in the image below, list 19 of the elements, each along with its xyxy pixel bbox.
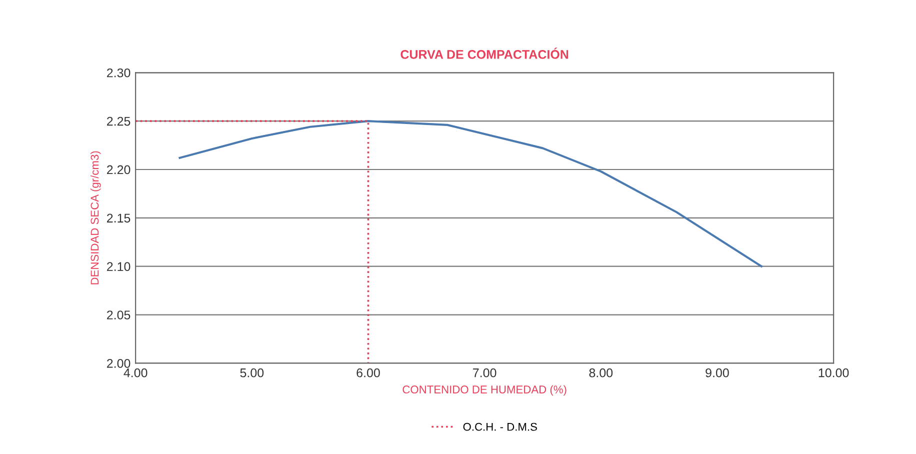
x-tick-label: 7.00 bbox=[473, 368, 496, 378]
chart-title: CURVA DE COMPACTACIÓN bbox=[400, 48, 568, 59]
y-tick-label: 2.05 bbox=[107, 310, 130, 320]
y-tick-label: 2.15 bbox=[107, 214, 130, 223]
x-tick-label: 8.00 bbox=[589, 368, 613, 378]
x-tick-label: 4.00 bbox=[124, 368, 148, 378]
y-tick-label: 2.00 bbox=[107, 359, 130, 368]
y-tick-label: 2.20 bbox=[107, 165, 130, 174]
legend-label: O.C.H. - D.M.S bbox=[463, 422, 537, 431]
x-tick-label: 6.00 bbox=[356, 368, 380, 378]
x-axis-title: CONTENIDO DE HUMEDAD (%) bbox=[402, 385, 566, 396]
y-axis-title: DENSIDAD SECA (gr/cm3) bbox=[90, 151, 101, 284]
y-tick-label: 2.30 bbox=[107, 68, 130, 78]
x-tick-label: 10.00 bbox=[818, 368, 849, 378]
y-tick-label: 2.25 bbox=[107, 116, 130, 126]
x-tick-label: 9.00 bbox=[706, 368, 729, 378]
x-tick-label: 5.00 bbox=[240, 368, 264, 378]
line-series bbox=[178, 120, 762, 268]
y-tick-label: 2.10 bbox=[107, 262, 130, 271]
